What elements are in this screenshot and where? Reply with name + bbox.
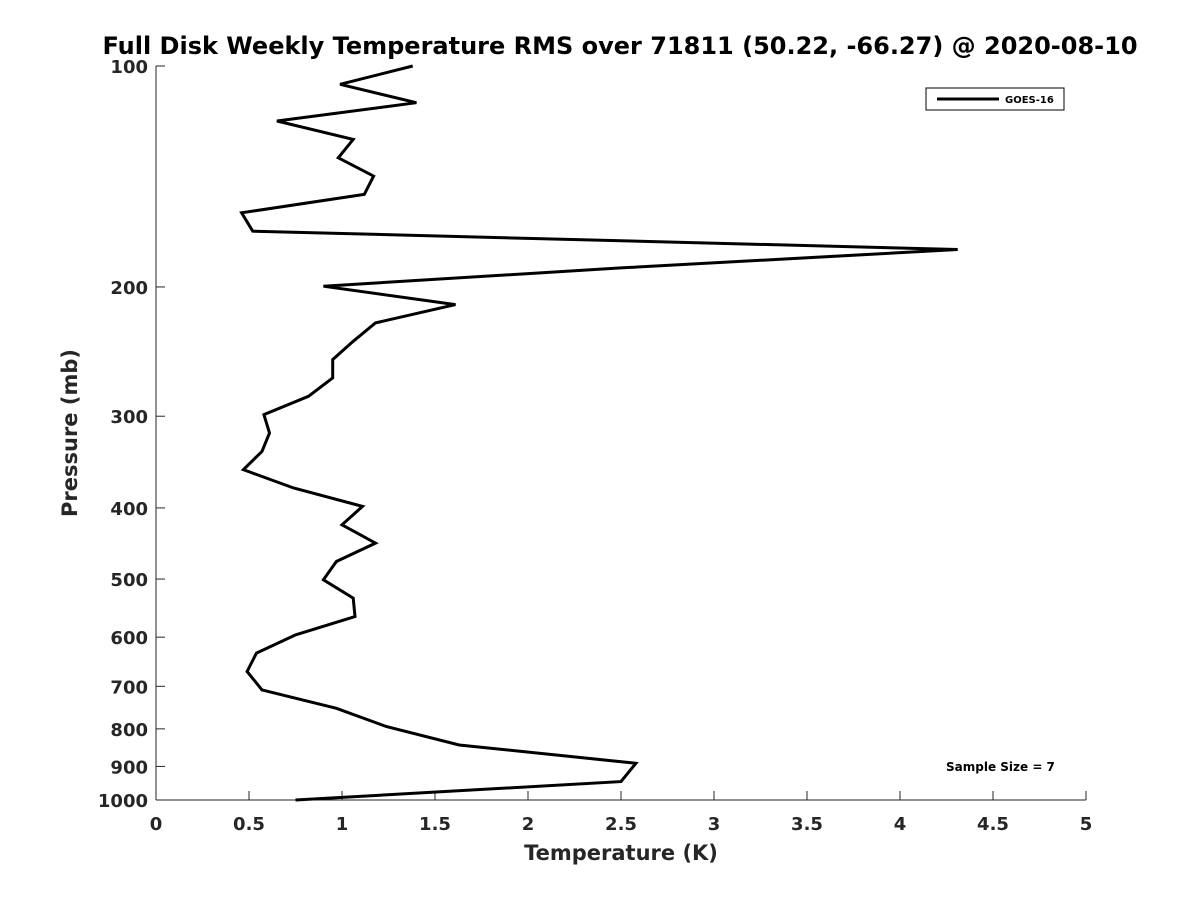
y-tick-label: 600 [110, 628, 148, 649]
x-axis-label: Temperature (K) [524, 841, 718, 865]
plot-area: 0 0.5 1 1.5 2 2.5 3 3.5 4 4.5 5 100 200 300 400 500 600… [98, 57, 1092, 835]
x-tick-label: 3 [708, 814, 721, 835]
x-tick-label: 0 [150, 814, 163, 835]
y-tick-label: 700 [110, 677, 148, 698]
y-tick-label: 500 [110, 570, 148, 591]
y-axis-label: Pressure (mb) [58, 349, 82, 517]
x-ticks: 0 0.5 1 1.5 2 2.5 3 3.5 4 4.5 5 [150, 791, 1093, 835]
sample-size-annotation: Sample Size = 7 [946, 760, 1055, 774]
x-tick-label: 5 [1080, 814, 1093, 835]
x-tick-label: 2.5 [605, 814, 637, 835]
x-tick-label: 1 [336, 814, 349, 835]
series-line-goes-16 [239, 64, 958, 802]
x-tick-label: 2 [522, 814, 535, 835]
y-tick-label: 900 [110, 757, 148, 778]
y-tick-label: 800 [110, 720, 148, 741]
y-tick-label: 300 [110, 407, 148, 428]
legend-label-goes-16: GOES-16 [1005, 95, 1054, 106]
y-ticks: 100 200 300 400 500 600 700 800 900 1000 [98, 57, 165, 812]
y-tick-label: 1000 [98, 791, 148, 812]
y-tick-label: 100 [110, 57, 148, 78]
x-tick-label: 3.5 [791, 814, 823, 835]
x-tick-label: 1.5 [419, 814, 451, 835]
chart-title: Full Disk Weekly Temperature RMS over 71… [102, 32, 1137, 60]
x-tick-label: 0.5 [233, 814, 265, 835]
y-tick-label: 200 [110, 278, 148, 299]
y-tick-label: 400 [110, 499, 148, 520]
legend: GOES-16 [925, 87, 1065, 111]
x-tick-label: 4 [894, 814, 907, 835]
x-tick-label: 4.5 [977, 814, 1009, 835]
